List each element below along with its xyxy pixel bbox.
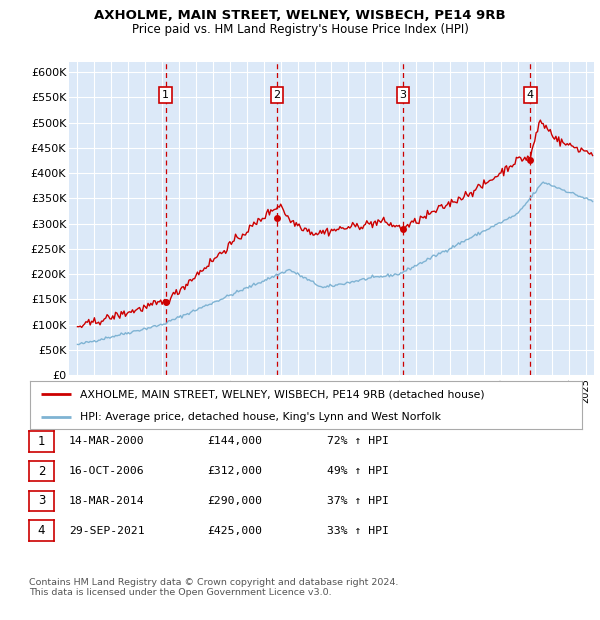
Text: 72% ↑ HPI: 72% ↑ HPI bbox=[327, 436, 389, 446]
Text: 3: 3 bbox=[399, 90, 406, 100]
Text: 2: 2 bbox=[274, 90, 281, 100]
Text: 49% ↑ HPI: 49% ↑ HPI bbox=[327, 466, 389, 476]
Text: 4: 4 bbox=[38, 525, 45, 537]
Text: AXHOLME, MAIN STREET, WELNEY, WISBECH, PE14 9RB: AXHOLME, MAIN STREET, WELNEY, WISBECH, P… bbox=[94, 9, 506, 22]
Text: 2: 2 bbox=[38, 465, 45, 477]
Text: 4: 4 bbox=[527, 90, 534, 100]
Text: £312,000: £312,000 bbox=[207, 466, 262, 476]
Text: 37% ↑ HPI: 37% ↑ HPI bbox=[327, 496, 389, 506]
Text: £425,000: £425,000 bbox=[207, 526, 262, 536]
Text: Price paid vs. HM Land Registry's House Price Index (HPI): Price paid vs. HM Land Registry's House … bbox=[131, 23, 469, 36]
Text: 29-SEP-2021: 29-SEP-2021 bbox=[69, 526, 145, 536]
Text: 3: 3 bbox=[38, 495, 45, 507]
Text: 18-MAR-2014: 18-MAR-2014 bbox=[69, 496, 145, 506]
Text: £290,000: £290,000 bbox=[207, 496, 262, 506]
Text: HPI: Average price, detached house, King's Lynn and West Norfolk: HPI: Average price, detached house, King… bbox=[80, 412, 440, 422]
Text: 1: 1 bbox=[38, 435, 45, 448]
Text: AXHOLME, MAIN STREET, WELNEY, WISBECH, PE14 9RB (detached house): AXHOLME, MAIN STREET, WELNEY, WISBECH, P… bbox=[80, 389, 484, 399]
Text: £144,000: £144,000 bbox=[207, 436, 262, 446]
Text: Contains HM Land Registry data © Crown copyright and database right 2024.: Contains HM Land Registry data © Crown c… bbox=[29, 578, 398, 587]
Text: 1: 1 bbox=[162, 90, 169, 100]
Text: 14-MAR-2000: 14-MAR-2000 bbox=[69, 436, 145, 446]
Text: This data is licensed under the Open Government Licence v3.0.: This data is licensed under the Open Gov… bbox=[29, 588, 331, 597]
Text: 16-OCT-2006: 16-OCT-2006 bbox=[69, 466, 145, 476]
Text: 33% ↑ HPI: 33% ↑ HPI bbox=[327, 526, 389, 536]
